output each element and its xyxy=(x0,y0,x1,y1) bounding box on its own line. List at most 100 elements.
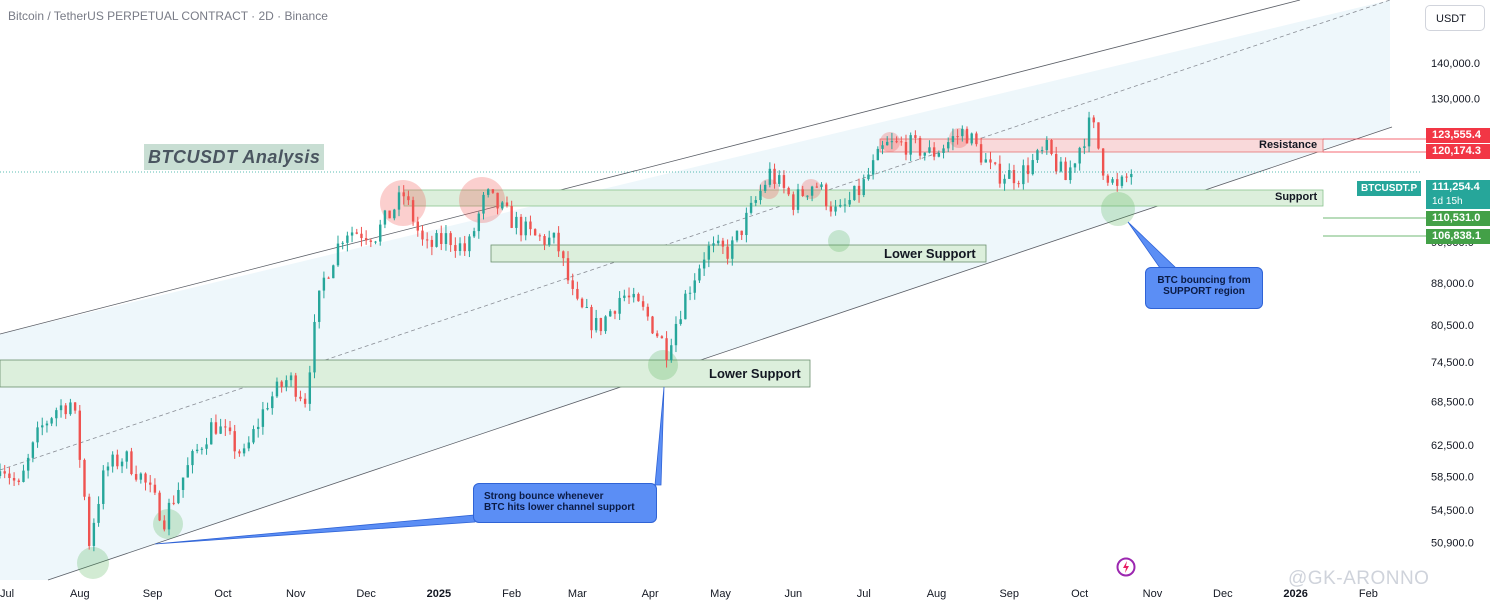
candle-body-61 xyxy=(285,380,288,387)
candle-body-196 xyxy=(918,137,922,156)
x-tick-label: Sep xyxy=(143,588,163,600)
candle-body-59 xyxy=(275,381,279,397)
candle-body-154 xyxy=(721,240,725,247)
callout-support-line-1: BTC bouncing from xyxy=(1157,275,1251,286)
candle-body-228 xyxy=(1069,167,1072,181)
candle-body-111 xyxy=(519,216,523,236)
candle-body-3 xyxy=(12,478,16,481)
candle-body-199 xyxy=(932,147,936,157)
candle-body-153 xyxy=(717,240,720,244)
resistance-zone xyxy=(879,138,1324,153)
symbol-title: Bitcoin / TetherUS PERPETUAL CONTRACT · … xyxy=(8,9,328,23)
y-tick-label: 50,900.0 xyxy=(1431,537,1474,549)
candle-body-53 xyxy=(247,442,250,449)
pivot-marker-3 xyxy=(759,179,779,199)
candle-body-198 xyxy=(928,147,931,153)
candle-body-114 xyxy=(533,229,537,236)
channel-upper-line xyxy=(0,0,1301,335)
candle-body-141 xyxy=(660,336,664,339)
candle-body-70 xyxy=(327,277,330,279)
candle-body-139 xyxy=(651,316,654,334)
candle-body-229 xyxy=(1073,163,1077,168)
candle-body-166 xyxy=(778,175,781,184)
candle-body-18 xyxy=(83,459,86,497)
candle-body-123 xyxy=(576,288,579,299)
candle-body-5 xyxy=(22,470,25,482)
candle-body-40 xyxy=(186,465,189,478)
candle-body-68 xyxy=(318,290,321,322)
last-price-tag: 111,254.4 xyxy=(1426,180,1490,195)
x-tick-label: Dec xyxy=(356,588,376,600)
candle-body-190 xyxy=(890,141,894,143)
pivot-marker-11 xyxy=(1101,192,1135,226)
lower-support-zone-lower xyxy=(0,359,811,388)
pivot-marker-7 xyxy=(77,547,109,579)
candle-body-11 xyxy=(50,418,53,424)
pivot-marker-2 xyxy=(459,177,505,223)
currency-button[interactable]: USDT xyxy=(1425,5,1485,31)
candle-body-26 xyxy=(120,461,124,467)
candle-body-75 xyxy=(350,232,354,236)
callout-support-pointer xyxy=(1127,221,1177,269)
candle-body-126 xyxy=(590,307,593,331)
candle-body-148 xyxy=(693,280,696,293)
x-tick-label: Jul xyxy=(857,588,871,600)
support-high-tag: 110,531.0 xyxy=(1426,211,1490,226)
candle-body-205 xyxy=(961,128,964,137)
candle-body-146 xyxy=(684,293,687,320)
x-tick-label: Aug xyxy=(70,588,90,600)
candle-body-213 xyxy=(998,163,1002,184)
candle-body-39 xyxy=(181,477,185,490)
candle-body-144 xyxy=(674,323,678,346)
candle-body-207 xyxy=(970,133,973,144)
candle-body-203 xyxy=(951,136,955,143)
candle-body-109 xyxy=(510,206,513,228)
candle-body-194 xyxy=(909,135,912,155)
candle-body-103 xyxy=(482,194,485,214)
candle-body-95 xyxy=(444,233,448,244)
candle-body-104 xyxy=(486,189,490,195)
candle-body-151 xyxy=(707,245,711,260)
candle-body-98 xyxy=(458,243,462,251)
candle-body-150 xyxy=(702,259,706,269)
candle-body-133 xyxy=(623,295,626,298)
candle-body-37 xyxy=(172,502,175,504)
candle-body-225 xyxy=(1054,153,1058,172)
symbol-tag: BTCUSDT.P xyxy=(1357,181,1422,196)
candle-body-195 xyxy=(914,135,917,138)
candle-body-102 xyxy=(477,213,481,232)
candle-body-227 xyxy=(1064,161,1067,181)
callout-lower-line-1: Strong bounce whenever xyxy=(484,491,604,502)
candle-body-164 xyxy=(768,168,772,185)
candle-body-218 xyxy=(1022,165,1025,185)
candle-body-83 xyxy=(388,210,391,219)
candle-body-22 xyxy=(102,470,105,504)
candle-body-184 xyxy=(862,179,865,196)
candle-body-24 xyxy=(111,454,114,467)
candle-body-192 xyxy=(900,141,903,143)
candle-body-79 xyxy=(369,240,373,242)
candle-body-210 xyxy=(984,159,987,163)
candle-body-149 xyxy=(698,268,701,281)
candle-body-115 xyxy=(538,235,542,237)
candle-body-33 xyxy=(153,484,157,493)
candle-body-183 xyxy=(857,185,861,196)
candle-body-216 xyxy=(1012,170,1016,184)
pivot-marker-9 xyxy=(648,350,678,380)
candle-body-74 xyxy=(346,235,349,243)
candle-body-34 xyxy=(158,492,161,521)
candle-body-157 xyxy=(735,230,739,241)
support-label: Support xyxy=(1275,191,1318,203)
candle-body-12 xyxy=(55,410,58,419)
candle-body-46 xyxy=(214,422,218,434)
candle-body-173 xyxy=(810,186,814,196)
tradingview-logo-icon[interactable] xyxy=(1116,557,1136,577)
candle-body-212 xyxy=(993,162,997,164)
candle-body-172 xyxy=(806,195,809,197)
candle-body-82 xyxy=(383,210,387,225)
candle-body-65 xyxy=(303,398,307,404)
candle-body-129 xyxy=(604,316,607,332)
candle-body-152 xyxy=(712,243,715,246)
